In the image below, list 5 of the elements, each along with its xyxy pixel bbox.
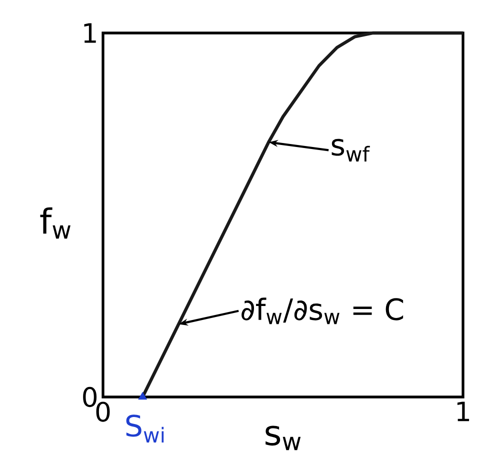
x-axis-title: s$_{w}$: [266, 426, 301, 450]
annotation: S$_{wi}$: [126, 414, 164, 442]
y-axis-title: f$_{w}$: [40, 207, 70, 239]
annotation: s$_{wf}$: [332, 138, 370, 162]
annotation: ∂f$_{w}$/∂s$_{w}$ = C: [242, 298, 404, 324]
